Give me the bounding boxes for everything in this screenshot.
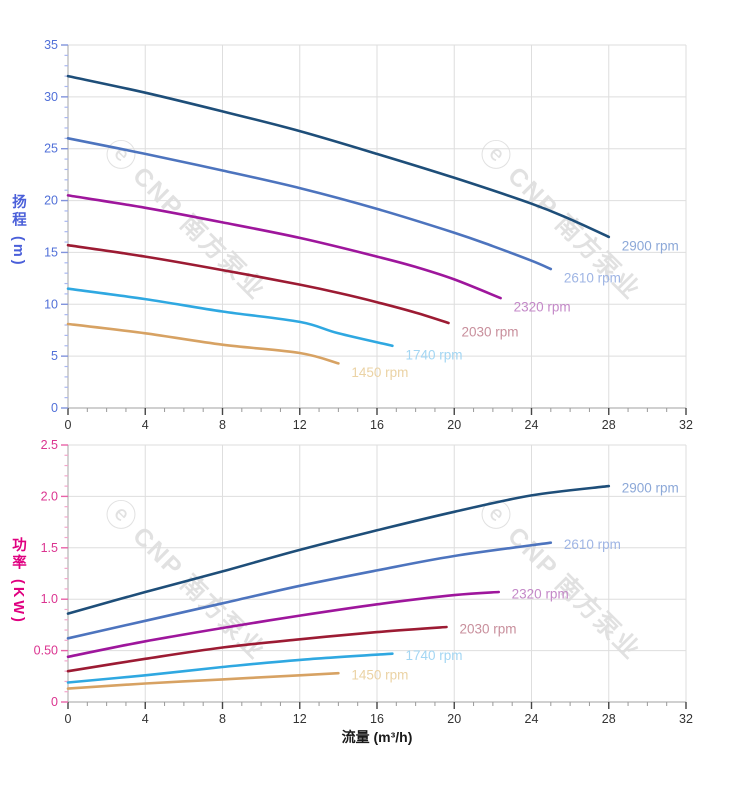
y-tick-label: 10 bbox=[44, 297, 58, 311]
x-tick-label: 16 bbox=[370, 418, 384, 432]
y-tick-label: 2.0 bbox=[41, 489, 58, 503]
y-tick-label: 35 bbox=[44, 38, 58, 52]
y-tick-label: 20 bbox=[44, 194, 58, 208]
x-tick-label: 32 bbox=[679, 418, 693, 432]
y-tick-label: 25 bbox=[44, 142, 58, 156]
x-tick-label: 32 bbox=[679, 712, 693, 726]
head-y-axis-title: 扬程 (m) bbox=[10, 194, 26, 268]
power-curve-label-2030-rpm: 2030 rpm bbox=[460, 621, 517, 636]
x-tick-label: 28 bbox=[602, 712, 616, 726]
x-tick-label: 12 bbox=[293, 418, 307, 432]
y-tick-label: 0 bbox=[51, 695, 58, 709]
head-curve-label-2320-rpm: 2320 rpm bbox=[514, 300, 571, 315]
head-curve-2030-rpm bbox=[66, 243, 450, 325]
y-tick-label: 1.0 bbox=[41, 592, 58, 606]
head-curve-2610-rpm bbox=[66, 137, 553, 271]
power-curve-label-2320-rpm: 2320 rpm bbox=[512, 587, 569, 602]
y-tick-label: 0 bbox=[51, 401, 58, 415]
power-curve-2030-rpm bbox=[66, 625, 448, 673]
power-curve-1740-rpm bbox=[66, 652, 394, 684]
head-curve-label-1740-rpm: 1740 rpm bbox=[405, 347, 462, 362]
head-curve-label-1450-rpm: 1450 rpm bbox=[351, 365, 408, 380]
x-tick-label: 4 bbox=[142, 418, 149, 432]
y-tick-label: 1.5 bbox=[41, 541, 58, 555]
x-tick-label: 28 bbox=[602, 418, 616, 432]
head-curve-2900-rpm bbox=[66, 74, 611, 239]
x-tick-label: 8 bbox=[219, 418, 226, 432]
y-tick-label: 2.5 bbox=[41, 438, 58, 452]
y-tick-label: 0.50 bbox=[34, 644, 58, 658]
x-tick-label: 0 bbox=[65, 418, 72, 432]
power-curve-label-1740-rpm: 1740 rpm bbox=[405, 648, 462, 663]
x-tick-label: 24 bbox=[525, 418, 539, 432]
y-tick-label: 5 bbox=[51, 349, 58, 363]
x-tick-label: 4 bbox=[142, 712, 149, 726]
power-curve-label-2900-rpm: 2900 rpm bbox=[622, 481, 679, 496]
flow-x-axis-title: 流量 (m³/h) bbox=[341, 729, 413, 745]
head-curve-2320-rpm bbox=[66, 194, 502, 300]
head-curve-1740-rpm bbox=[66, 287, 394, 348]
power-curve-2610-rpm bbox=[66, 541, 553, 640]
power-y-axis-title: 功率 (KW) bbox=[10, 537, 26, 625]
power-curve-2320-rpm bbox=[66, 590, 500, 659]
x-tick-label: 0 bbox=[65, 712, 72, 726]
y-tick-label: 15 bbox=[44, 245, 58, 259]
head-curve-1450-rpm bbox=[66, 322, 340, 365]
x-tick-label: 20 bbox=[447, 418, 461, 432]
x-tick-label: 12 bbox=[293, 712, 307, 726]
x-tick-label: 16 bbox=[370, 712, 384, 726]
x-tick-label: 24 bbox=[525, 712, 539, 726]
head-curve-label-2900-rpm: 2900 rpm bbox=[622, 238, 679, 253]
x-tick-label: 8 bbox=[219, 712, 226, 726]
power-curve-label-1450-rpm: 1450 rpm bbox=[351, 668, 408, 683]
x-tick-label: 20 bbox=[447, 712, 461, 726]
head-curve-label-2030-rpm: 2030 rpm bbox=[461, 324, 518, 339]
power-curve-1450-rpm bbox=[66, 671, 340, 690]
y-tick-label: 30 bbox=[44, 90, 58, 104]
power-curve-2900-rpm bbox=[66, 484, 611, 615]
power-curve-label-2610-rpm: 2610 rpm bbox=[564, 537, 621, 552]
head-curve-label-2610-rpm: 2610 rpm bbox=[564, 271, 621, 286]
